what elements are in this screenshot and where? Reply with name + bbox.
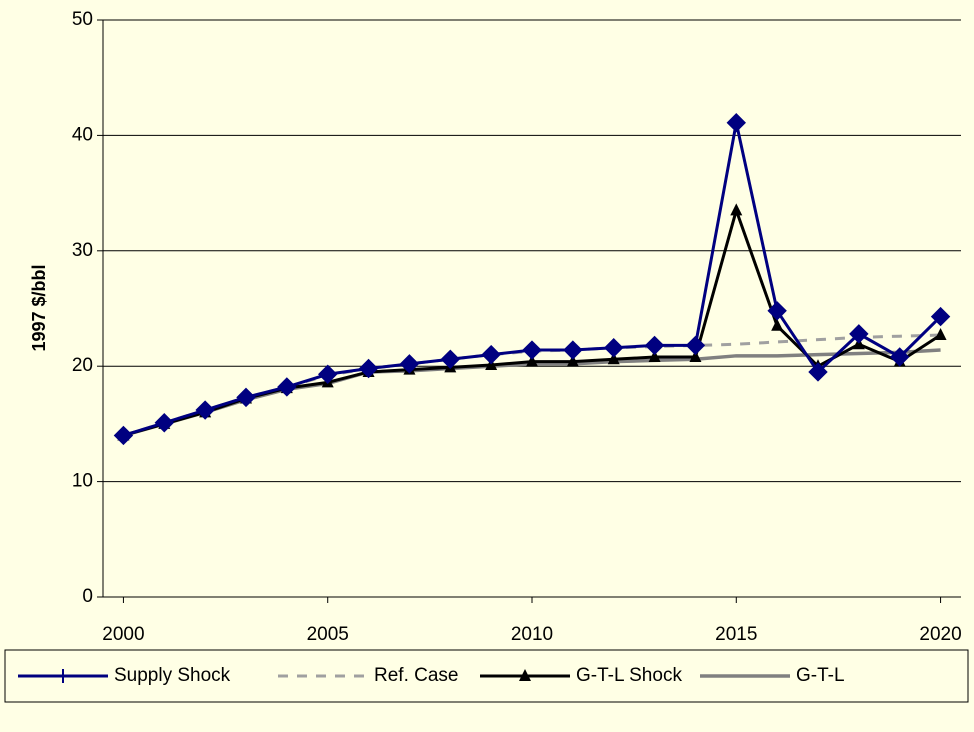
point <box>689 349 702 362</box>
point <box>767 301 787 321</box>
y-tick-label: 20 <box>72 355 93 376</box>
x-tick-label: 2010 <box>511 624 553 645</box>
y-tick-label: 40 <box>72 124 93 145</box>
point <box>113 425 134 446</box>
point <box>440 349 460 369</box>
legend-label: Ref. Case <box>374 665 458 686</box>
y-tick-label: 30 <box>72 240 93 261</box>
x-tick-label: 2005 <box>307 624 349 645</box>
point <box>522 340 542 360</box>
point <box>648 349 661 362</box>
point <box>890 347 910 367</box>
point <box>644 335 665 356</box>
y-tick-label: 50 <box>72 9 93 30</box>
point <box>685 335 706 356</box>
point <box>519 669 531 681</box>
point <box>195 400 215 420</box>
legend-label: Supply Shock <box>114 665 231 686</box>
point <box>563 340 583 360</box>
point <box>154 413 174 433</box>
point <box>399 354 420 374</box>
point <box>236 387 256 408</box>
point <box>526 354 538 367</box>
point <box>934 328 947 341</box>
point <box>808 362 828 382</box>
x-tick-label: 2000 <box>102 624 144 645</box>
point <box>849 324 869 344</box>
point <box>604 338 624 358</box>
legend-label: G-T-L Shock <box>576 665 682 686</box>
x-tick-label: 2020 <box>919 624 961 645</box>
point <box>277 377 297 397</box>
y-axis-label: 1997 $/bbl <box>29 264 49 351</box>
point <box>56 669 70 683</box>
point <box>566 354 579 367</box>
point <box>771 318 784 331</box>
point <box>930 306 951 327</box>
y-tick-label: 0 <box>82 586 93 607</box>
legend-label: G-T-L <box>796 665 845 686</box>
point <box>726 112 746 133</box>
point <box>358 358 379 379</box>
point <box>318 364 338 384</box>
x-tick-label: 2015 <box>715 624 757 645</box>
point <box>730 203 743 216</box>
point <box>481 344 501 365</box>
y-tick-label: 10 <box>72 471 93 492</box>
point <box>607 352 620 365</box>
